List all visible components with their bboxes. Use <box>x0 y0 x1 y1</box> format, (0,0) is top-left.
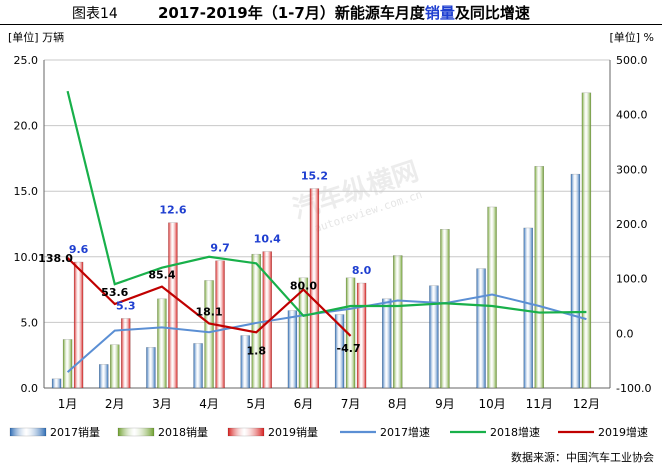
x-tick-label: 12月 <box>573 397 600 411</box>
y-right-tick-label: 400.0 <box>616 109 648 122</box>
bar-2017 <box>334 314 345 389</box>
legend-label: 2019增速 <box>598 425 648 439</box>
bar-2019 <box>121 318 131 389</box>
bar-2019 <box>309 188 320 389</box>
bar-2019-value-label: 8.0 <box>352 264 372 277</box>
bar-2017 <box>193 343 203 389</box>
bar-2017 <box>382 298 392 389</box>
legend-label: 2017销量 <box>50 425 100 439</box>
growth-2019-value-label: 18.1 <box>196 305 223 318</box>
x-tick-label: 11月 <box>526 397 553 411</box>
legend-label: 2018增速 <box>490 425 540 439</box>
growth-2019-value-label: 53.6 <box>101 286 128 299</box>
bar-2017 <box>429 285 439 389</box>
legend-label: 2017增速 <box>380 425 430 439</box>
y-left-tick-label: 20.0 <box>14 120 39 133</box>
title-highlight: 销量 <box>424 4 455 22</box>
y-right-tick-label: 0.0 <box>616 327 634 340</box>
legend-label: 2018销量 <box>158 425 208 439</box>
x-tick-label: 3月 <box>152 397 172 411</box>
bar-2019-value-label: 15.2 <box>301 170 328 183</box>
x-tick-label: 2月 <box>105 397 125 411</box>
y-right-tick-label: 500.0 <box>616 54 648 67</box>
bar-2019 <box>168 222 178 389</box>
bar-2018 <box>62 339 73 389</box>
figure-label: 图表14 <box>72 6 118 22</box>
chart-title: 2017-2019年（1-7月）新能源车月度销量及同比增速 <box>158 2 530 23</box>
bar-2017 <box>476 268 486 389</box>
growth-2019-value-label: 80.0 <box>290 280 317 293</box>
y-left-tick-label: 0.0 <box>21 382 39 395</box>
bar-2017 <box>287 310 298 389</box>
bar-2018 <box>157 298 167 389</box>
bar-2018 <box>251 253 261 389</box>
y-right-tick-label: 200.0 <box>616 218 648 231</box>
y-right-tick-label: 300.0 <box>616 163 648 176</box>
bar-2018 <box>487 206 497 389</box>
growth-2019-value-label: -4.7 <box>337 342 361 355</box>
x-tick-label: 1月 <box>58 397 78 411</box>
y-left-tick-label: 15.0 <box>14 185 39 198</box>
legend-swatch <box>9 427 47 437</box>
legend-swatch <box>227 427 265 437</box>
x-tick-label: 5月 <box>246 397 266 411</box>
legend-label: 2019销量 <box>268 425 318 439</box>
line-2018-growth <box>66 90 587 318</box>
bar-2019 <box>356 282 367 389</box>
growth-2019-value-label: 85.4 <box>148 269 175 282</box>
bar-2018 <box>581 92 592 389</box>
x-tick-label: 4月 <box>199 397 219 411</box>
bar-2017 <box>99 364 109 389</box>
title-pre: 2017-2019年（1-7月）新能源车月度 <box>158 4 425 22</box>
bar-2017 <box>570 173 581 389</box>
bar-2018 <box>110 344 120 389</box>
y-right-tick-label: -100.0 <box>616 382 651 395</box>
bar-2018 <box>298 277 309 389</box>
bar-2019-value-label: 5.3 <box>116 299 136 312</box>
bar-2017 <box>51 378 62 389</box>
bar-2018 <box>440 228 450 389</box>
left-axis-unit: [单位] 万辆 <box>8 31 65 44</box>
growth-2019-value-label: 1.8 <box>247 344 267 357</box>
x-tick-label: 10月 <box>478 397 505 411</box>
right-axis-unit: [单位] % <box>609 31 654 44</box>
legend-swatch <box>117 427 155 437</box>
bar-2017 <box>146 347 156 389</box>
line-2019-growth <box>66 257 352 337</box>
line-2017-growth <box>66 293 587 373</box>
title-post: 及同比增速 <box>454 4 530 22</box>
bar-2019-value-label: 9.6 <box>69 243 89 256</box>
y-left-tick-label: 25.0 <box>14 54 39 67</box>
bar-2018 <box>534 166 544 389</box>
data-source: 数据来源：中国汽车工业协会 <box>511 451 654 464</box>
chart-title-bar: 图表14 2017-2019年（1-7月）新能源车月度销量及同比增速 <box>0 0 662 25</box>
bar-2019-value-label: 12.6 <box>159 204 186 217</box>
bar-2019-value-label: 10.4 <box>254 233 281 246</box>
bar-2018 <box>393 255 403 389</box>
bar-2019 <box>73 261 84 389</box>
x-tick-label: 9月 <box>435 397 455 411</box>
bar-2017 <box>240 335 250 389</box>
y-left-tick-label: 5.0 <box>21 316 39 329</box>
x-tick-label: 6月 <box>294 397 314 411</box>
y-right-tick-label: 100.0 <box>616 273 648 286</box>
y-left-tick-label: 10.0 <box>14 251 39 264</box>
bar-2019-value-label: 9.7 <box>210 242 230 255</box>
growth-2019-value-label: 138.0 <box>38 252 73 265</box>
bar-2018 <box>204 280 214 389</box>
x-tick-label: 8月 <box>388 397 408 411</box>
x-tick-label: 7月 <box>341 397 361 411</box>
bar-2017 <box>523 227 533 389</box>
